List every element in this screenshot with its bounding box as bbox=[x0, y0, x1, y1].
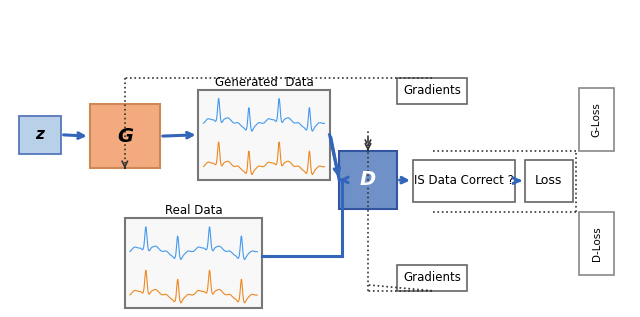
Text: G: G bbox=[117, 127, 133, 146]
Bar bbox=[397, 264, 467, 291]
Bar bbox=[19, 116, 61, 154]
Bar bbox=[125, 218, 262, 308]
Text: Gradients: Gradients bbox=[403, 271, 461, 284]
Bar bbox=[579, 212, 614, 275]
Bar bbox=[339, 151, 397, 209]
Bar bbox=[90, 104, 160, 168]
Bar bbox=[579, 88, 614, 151]
Bar bbox=[525, 159, 573, 202]
Text: D: D bbox=[360, 171, 376, 190]
Text: IS Data Correct ?: IS Data Correct ? bbox=[414, 174, 514, 187]
Bar bbox=[397, 78, 467, 104]
Text: G-Loss: G-Loss bbox=[592, 102, 602, 137]
Text: Generated  Data: Generated Data bbox=[214, 76, 314, 89]
Text: Real Data: Real Data bbox=[164, 204, 223, 217]
Text: Gradients: Gradients bbox=[403, 84, 461, 98]
Bar bbox=[413, 159, 515, 202]
Bar bbox=[198, 89, 330, 180]
Text: Loss: Loss bbox=[535, 174, 563, 187]
Text: D-Loss: D-Loss bbox=[592, 226, 602, 261]
Text: z: z bbox=[36, 127, 44, 142]
